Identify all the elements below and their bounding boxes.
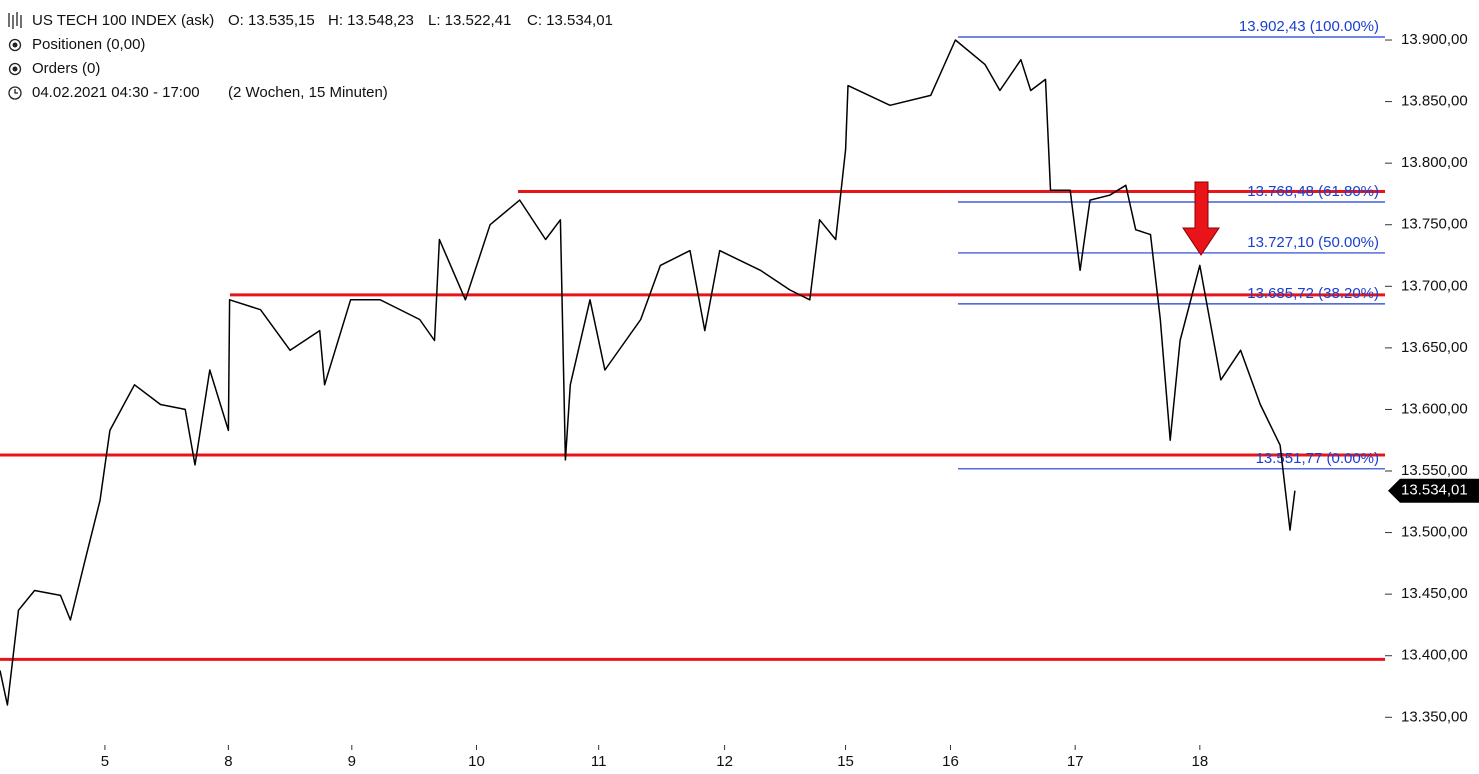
positions: Positionen (0,00) xyxy=(32,36,145,53)
low: L: 13.522,41 xyxy=(428,12,511,29)
x-tick-label: 17 xyxy=(1067,753,1084,769)
y-tick-label: 13.700,00 xyxy=(1401,277,1468,294)
y-tick-label: 13.850,00 xyxy=(1401,93,1468,110)
x-tick-label: 18 xyxy=(1191,753,1208,769)
radio-icon xyxy=(8,62,22,76)
x-tick-label: 9 xyxy=(348,753,356,769)
x-tick-label: 8 xyxy=(224,753,232,769)
x-tick-label: 16 xyxy=(942,753,959,769)
bars-icon xyxy=(8,12,22,29)
x-tick-label: 15 xyxy=(837,753,854,769)
x-tick-label: 11 xyxy=(591,753,607,769)
header: US TECH 100 INDEX (ask) O: 13.535,15 H: … xyxy=(8,12,613,101)
last-price-label: 13.534,01 xyxy=(1401,482,1468,499)
y-tick-label: 13.500,00 xyxy=(1401,524,1468,541)
orders: Orders (0) xyxy=(32,60,100,77)
radio-dot xyxy=(12,42,18,48)
y-tick-label: 13.550,00 xyxy=(1401,462,1468,479)
x-tick-label: 10 xyxy=(468,753,485,769)
instrument: US TECH 100 INDEX (ask) xyxy=(32,12,214,29)
y-tick-label: 13.900,00 xyxy=(1401,31,1468,48)
close: C: 13.534,01 xyxy=(527,12,613,29)
fib-label: 13.685,72 (38.20%) xyxy=(1247,285,1379,302)
fib-label: 13.902,43 (100.00%) xyxy=(1239,18,1379,35)
y-tick-label: 13.800,00 xyxy=(1401,154,1468,171)
open: O: 13.535,15 xyxy=(228,12,315,29)
y-tick-label: 13.750,00 xyxy=(1401,216,1468,233)
range: (2 Wochen, 15 Minuten) xyxy=(228,84,388,101)
y-tick-label: 13.600,00 xyxy=(1401,400,1468,417)
y-tick-label: 13.650,00 xyxy=(1401,339,1468,356)
fib-label: 13.551,77 (0.00%) xyxy=(1256,450,1379,467)
price-line xyxy=(0,39,1296,706)
clock-icon xyxy=(8,86,22,100)
down-arrow xyxy=(1182,181,1220,256)
clock-hands xyxy=(14,89,18,94)
y-tick-label: 13.450,00 xyxy=(1401,585,1468,602)
y-tick-label: 13.400,00 xyxy=(1401,647,1468,664)
fib-label: 13.727,10 (50.00%) xyxy=(1247,234,1379,251)
x-tick-label: 5 xyxy=(101,753,109,769)
radio-icon xyxy=(8,38,22,52)
last-price-tag xyxy=(1388,478,1479,503)
high: H: 13.548,23 xyxy=(328,12,414,29)
fib-label: 13.768,48 (61.80%) xyxy=(1247,183,1379,200)
plot: 13.350,00 13.400,00 13.450,00 13.500,00 13.5… xyxy=(0,18,1479,770)
y-tick-label: 13.350,00 xyxy=(1401,708,1468,725)
period: 04.02.2021 04:30 - 17:00 xyxy=(32,84,200,101)
x-tick-label: 12 xyxy=(716,753,733,769)
radio-dot xyxy=(12,66,18,72)
